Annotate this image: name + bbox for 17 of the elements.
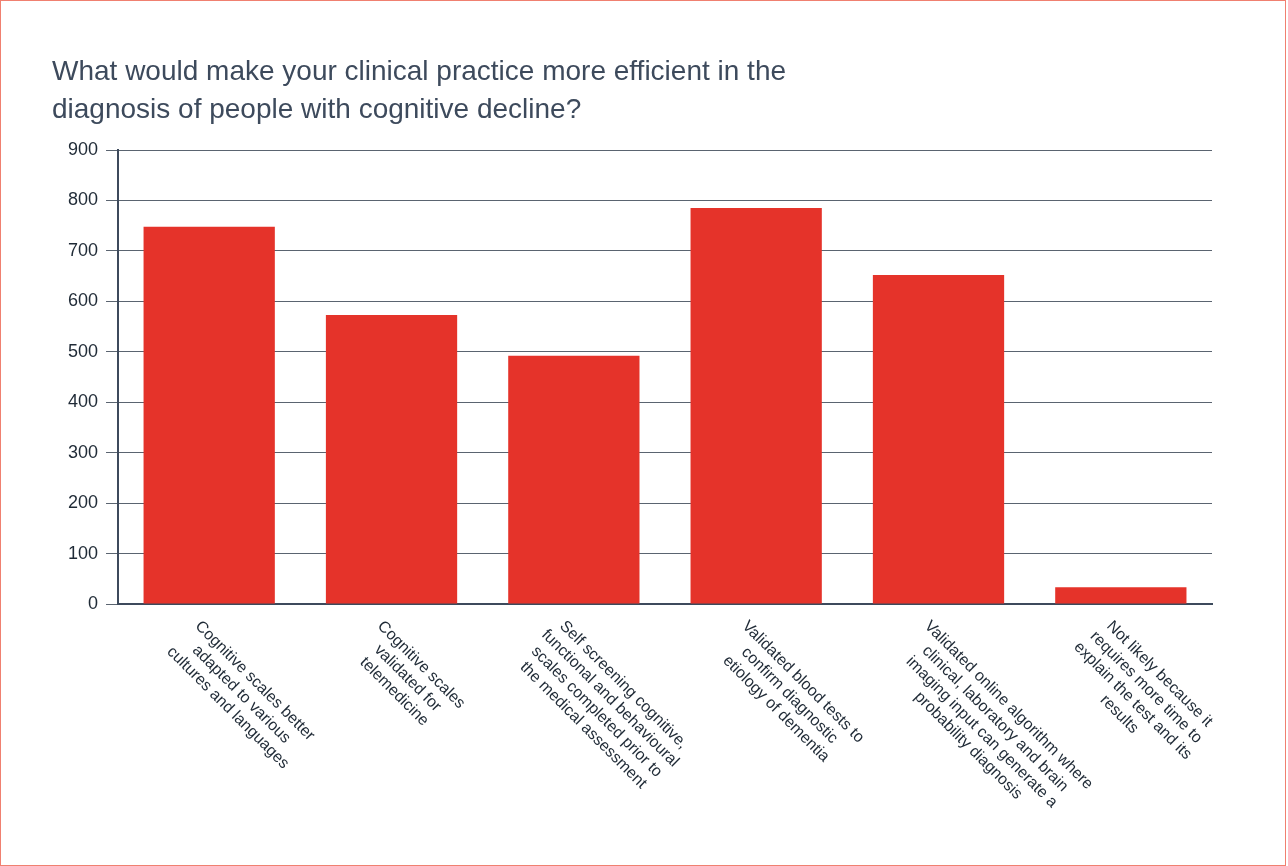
y-tick-label: 800 xyxy=(67,189,99,210)
y-tick-label: 700 xyxy=(67,239,99,260)
bar xyxy=(872,275,1005,604)
y-tick-label: 200 xyxy=(67,492,99,513)
y-tick-label: 300 xyxy=(67,441,99,462)
y-tick-label: 900 xyxy=(67,138,99,159)
bar xyxy=(325,314,458,604)
y-tick-label: 0 xyxy=(88,592,99,613)
y-tick-label: 500 xyxy=(67,340,99,361)
bar xyxy=(143,226,275,604)
bar xyxy=(1055,587,1187,604)
bar xyxy=(508,355,640,604)
y-tick-label: 400 xyxy=(67,391,99,412)
y-tick-label: 100 xyxy=(67,542,99,563)
bar xyxy=(690,208,822,604)
chart-title: What would make your clinical practice more efficient in the diagnosis of people with cognitive decline? xyxy=(52,54,788,126)
y-tick-label: 600 xyxy=(67,290,99,311)
